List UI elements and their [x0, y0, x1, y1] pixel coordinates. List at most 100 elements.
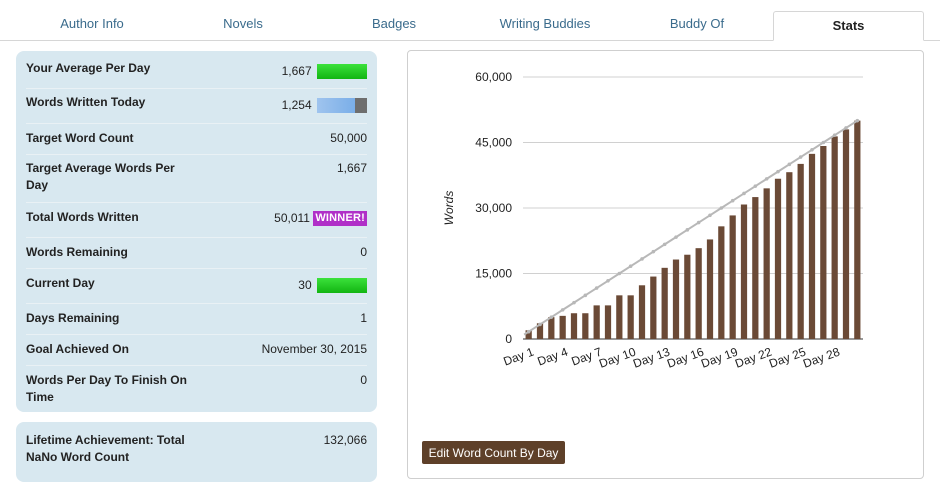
target-point — [549, 315, 554, 319]
stat-label: Words Per Day To Finish On Time — [26, 373, 187, 404]
bar — [763, 188, 770, 339]
word-count-chart: 0 15,000 30,000 45,000 60,000 Day 1 Day 4 Day … — [442, 70, 863, 371]
x-tick-label: Day 4 — [535, 345, 570, 369]
target-point — [832, 133, 837, 138]
stat-row-total-words: Total Words Written 50,011 WINNER! — [26, 203, 367, 238]
stat-label: Current Day — [26, 276, 95, 290]
bar — [774, 178, 782, 339]
bar — [650, 276, 657, 339]
bar — [684, 254, 691, 339]
stat-label: Your Average Per Day — [26, 61, 151, 75]
stat-label: Lifetime Achievement: Total NaNo Word Cou… — [26, 433, 185, 464]
stat-row-words-remaining: Words Remaining 0 — [26, 238, 367, 269]
progress-bar — [317, 98, 367, 114]
winner-badge: WINNER! — [313, 211, 367, 227]
target-point — [685, 228, 690, 232]
bar — [695, 248, 702, 339]
edit-word-count-button[interactable]: Edit Word Count By Day — [422, 441, 565, 464]
stat-value: 1 — [360, 311, 367, 325]
bar — [661, 267, 668, 339]
target-point — [776, 169, 780, 174]
target-point — [538, 322, 542, 327]
bar — [548, 317, 555, 339]
stat-value: November 30, 2015 — [261, 342, 367, 356]
target-point — [560, 308, 565, 312]
target-point — [855, 118, 860, 123]
target-point — [844, 126, 848, 130]
stat-row-lifetime: Lifetime Achievement: Total NaNo Word Cou… — [26, 426, 367, 478]
stat-row-goal-achieved: Goal Achieved On November 30, 2015 — [26, 335, 367, 366]
bar — [638, 285, 646, 339]
stat-row-target-average: Target Average Words Per Day 1,667 — [26, 155, 367, 203]
target-point — [572, 300, 576, 305]
x-tick-label: Day 28 — [801, 345, 842, 371]
target-point — [742, 191, 746, 196]
target-point — [628, 264, 633, 269]
tab-author-info[interactable]: Author Info — [60, 16, 124, 31]
x-tick-label: Day 1 — [501, 345, 536, 369]
stat-row-days-remaining: Days Remaining 1 — [26, 304, 367, 335]
stat-value: 1,667 — [336, 161, 367, 175]
bar — [570, 313, 578, 339]
target-point — [674, 235, 678, 239]
target-point — [583, 293, 588, 298]
tab-buddy-of[interactable]: Buddy Of — [669, 16, 725, 31]
y-tick-label: 15,000 — [475, 267, 512, 281]
target-point — [753, 184, 758, 188]
bar — [854, 120, 861, 339]
y-tick-label: 45,000 — [475, 136, 512, 150]
tab-badges[interactable]: Badges — [371, 16, 417, 31]
bar — [706, 239, 714, 339]
stat-label: Total Words Written — [26, 210, 139, 224]
stat-row-average-per-day: Your Average Per Day 1,667 — [26, 55, 367, 89]
bar — [536, 323, 544, 339]
progress-bar — [317, 278, 367, 294]
target-point — [640, 257, 644, 261]
stats-panel: Your Average Per Day 1,667 Words Written… — [16, 51, 377, 412]
target-point — [719, 206, 724, 210]
stat-label: Words Remaining — [26, 245, 128, 259]
target-point — [526, 329, 531, 334]
stat-value: 0 — [360, 245, 367, 259]
target-point — [798, 155, 803, 159]
stat-label: Days Remaining — [26, 311, 120, 325]
target-point — [651, 249, 656, 254]
stat-value: 1,667 — [281, 64, 312, 78]
stat-value: 132,066 — [323, 433, 367, 447]
target-point — [708, 213, 712, 218]
stat-value: 50,000 — [330, 131, 367, 145]
bar — [616, 295, 623, 339]
target-point — [594, 286, 599, 290]
stat-label: Target Average Words Per Day — [26, 161, 175, 192]
stat-value: 1,254 — [281, 98, 312, 112]
y-axis-title: Words — [442, 191, 456, 226]
target-point — [787, 162, 792, 167]
bar — [559, 315, 566, 339]
bar — [797, 163, 804, 339]
stat-row-words-today: Words Written Today 1,254 — [26, 89, 367, 124]
stat-row-words-per-day-to-finish: Words Per Day To Finish On Time 0 — [26, 366, 367, 412]
target-point — [696, 220, 701, 225]
tab-novels[interactable]: Novels — [223, 16, 263, 31]
bar — [718, 226, 725, 339]
bar — [729, 215, 736, 339]
target-point — [662, 242, 667, 247]
bar — [525, 330, 532, 339]
y-tick-label: 60,000 — [475, 70, 512, 84]
target-point — [821, 140, 826, 145]
tab-stats[interactable]: Stats — [773, 11, 924, 41]
target-point — [606, 278, 610, 283]
target-point — [730, 198, 735, 203]
bar — [604, 305, 612, 339]
tab-writing-buddies[interactable]: Writing Buddies — [499, 16, 591, 31]
stat-label: Goal Achieved On — [26, 342, 129, 356]
bar — [808, 153, 816, 339]
chart-container: 0 15,000 30,000 45,000 60,000 Day 1 Day 4 Day … — [407, 50, 924, 479]
stat-label: Words Written Today — [26, 95, 146, 109]
progress-bar — [317, 64, 367, 80]
bar — [831, 136, 838, 339]
bar — [820, 145, 827, 339]
stat-row-current-day: Current Day 30 — [26, 269, 367, 304]
stat-value: 0 — [360, 373, 367, 387]
y-tick-label: 0 — [505, 332, 512, 346]
